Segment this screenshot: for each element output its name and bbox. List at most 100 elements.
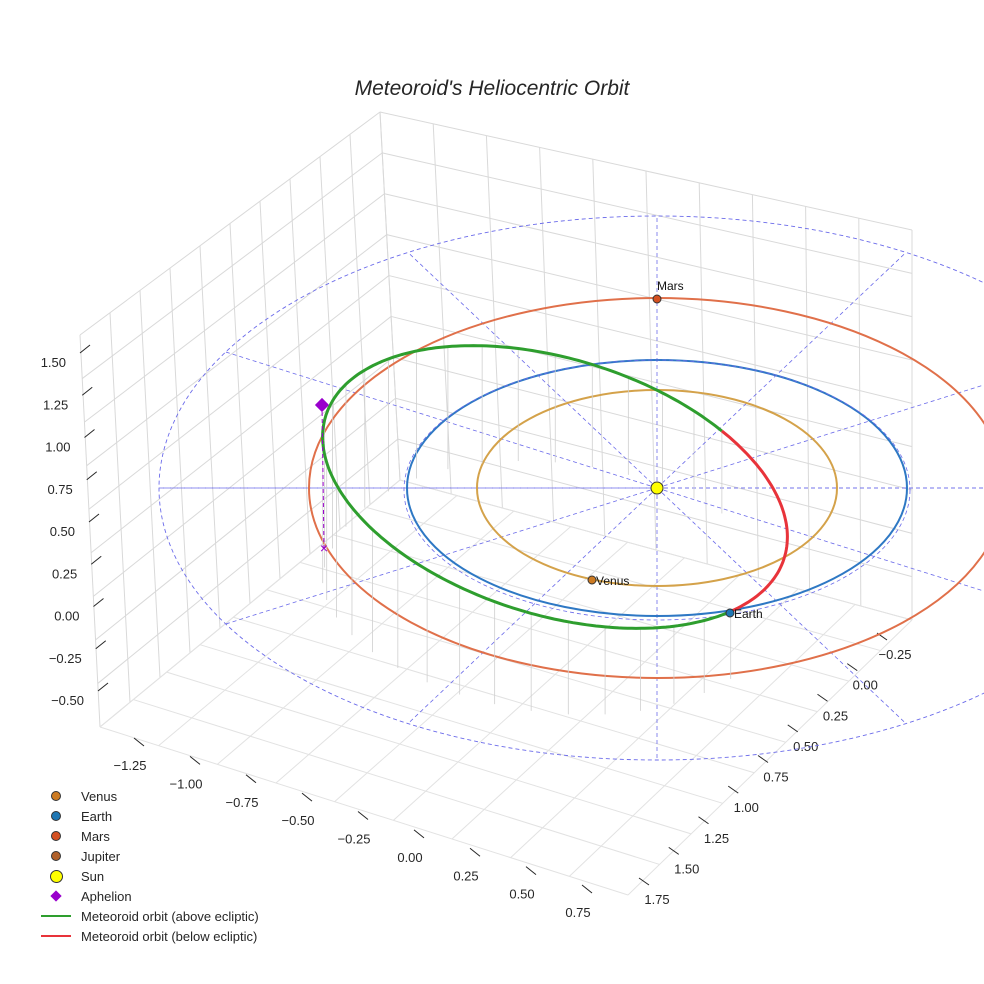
z-tick-label: 0.50 [50,524,75,539]
legend-line-swatch [40,906,72,926]
y-tick-mark [668,846,680,855]
grid-line [539,147,555,523]
grid-line [366,506,881,652]
x-tick-mark [133,737,145,747]
z-tick-label: 0.00 [54,609,79,624]
venus-label: Venus [596,574,629,588]
legend-item: Mars [40,826,259,846]
x-tick-label: 0.50 [509,887,534,902]
ecliptic-radial-line [656,487,907,724]
ecliptic-radial-line [407,252,658,489]
y-tick-mark [698,816,709,825]
x-tick-mark [525,866,537,876]
grid-line [133,699,660,865]
legend-item: Aphelion [40,886,259,906]
grid-line [698,182,708,565]
x-tick-label: 0.00 [397,850,422,865]
aphelion-drop-line [321,404,325,549]
legend-label: Meteoroid orbit (above ecliptic) [81,908,259,924]
ecliptic-radial-line [407,487,658,724]
z-tick-mark [84,429,95,438]
x-tick-label: −0.50 [282,813,315,828]
pane-grid [79,111,913,896]
legend-item: Venus [40,786,259,806]
grid-line [229,223,251,604]
legend-marker-swatch [40,886,72,906]
ecliptic-radial-line [656,252,907,489]
grid-line [384,193,913,318]
grid-line [592,159,606,537]
legend-marker-swatch [40,806,72,826]
sun-marker [650,481,664,495]
z-tick-mark [97,682,109,692]
grid-line [379,111,401,481]
grid-line [90,316,392,554]
y-tick-mark [638,877,650,886]
grid-line [451,572,742,840]
grid-line [199,245,221,629]
grid-line [158,495,458,747]
x-tick-label: −0.25 [338,832,371,847]
grid-line [259,201,281,579]
ecliptic-radial-line [225,351,658,489]
z-tick-label: −0.50 [51,693,84,708]
grid-line [79,334,101,728]
z-tick-mark [88,513,100,523]
mars-marker [652,294,662,304]
legend-label: Venus [81,788,118,804]
x-tick-mark [357,811,369,820]
x-tick-mark [581,884,593,894]
grid-line [81,152,383,379]
grid-line [109,312,131,703]
legend-label: Mars [81,828,110,844]
y-tick-mark [846,663,858,672]
grid-line [97,438,399,684]
y-tick-label: 1.25 [704,831,729,846]
legend-label: Earth [81,808,113,824]
meteoroid-orbit-below [720,429,789,613]
ecliptic-radial-line [656,384,984,489]
grid-line [349,134,371,505]
grid-line [86,234,387,467]
x-tick-mark [413,829,425,839]
grid-line [99,479,401,728]
legend-label: Sun [81,868,105,884]
ecliptic-radial-line [656,487,984,592]
grid-line [95,397,396,641]
y-tick-label: 0.00 [853,678,878,693]
x-tick-label: 0.25 [453,868,478,883]
y-tick-label: 0.25 [823,708,848,723]
legend-item: Jupiter [40,846,259,866]
y-tick-label: 1.50 [674,861,699,876]
z-tick-mark [79,344,91,354]
legend-item: Earth [40,806,259,826]
earth-orbit-projection [403,359,911,621]
grid-line [382,152,913,274]
grid-line [266,589,786,743]
y-tick-label: −0.25 [879,647,912,662]
grid-line [390,315,913,448]
grid-line [139,290,161,678]
grid-line [275,526,571,784]
grid-line [392,557,685,821]
grid-line [334,541,628,803]
grid-line [568,604,856,877]
aphelion-projection-marker: × [320,540,328,556]
grid-line [395,397,913,534]
z-tick-mark [86,471,98,481]
grid-line [627,619,913,896]
legend-item: Meteoroid orbit (above ecliptic) [40,906,259,926]
z-tick-label: 0.25 [52,566,77,581]
grid-line [217,510,515,765]
axis-ticks: 1.50 1.25 1.00 0.75 0.50 0.25 0.00 −0.25 −0.50 −1… [41,344,912,920]
legend-marker-swatch [40,846,72,866]
x-tick-label: −0.75 [226,795,259,810]
legend-marker-swatch [40,786,72,806]
chart-title: Meteoroid's Heliocentric Orbit [355,77,631,100]
grid-line [485,135,503,509]
x-tick-mark [301,792,313,802]
y-tick-label: 0.75 [763,770,788,785]
grid-line [432,123,452,495]
markers-layer: Venus Earth Mars × [314,279,763,621]
